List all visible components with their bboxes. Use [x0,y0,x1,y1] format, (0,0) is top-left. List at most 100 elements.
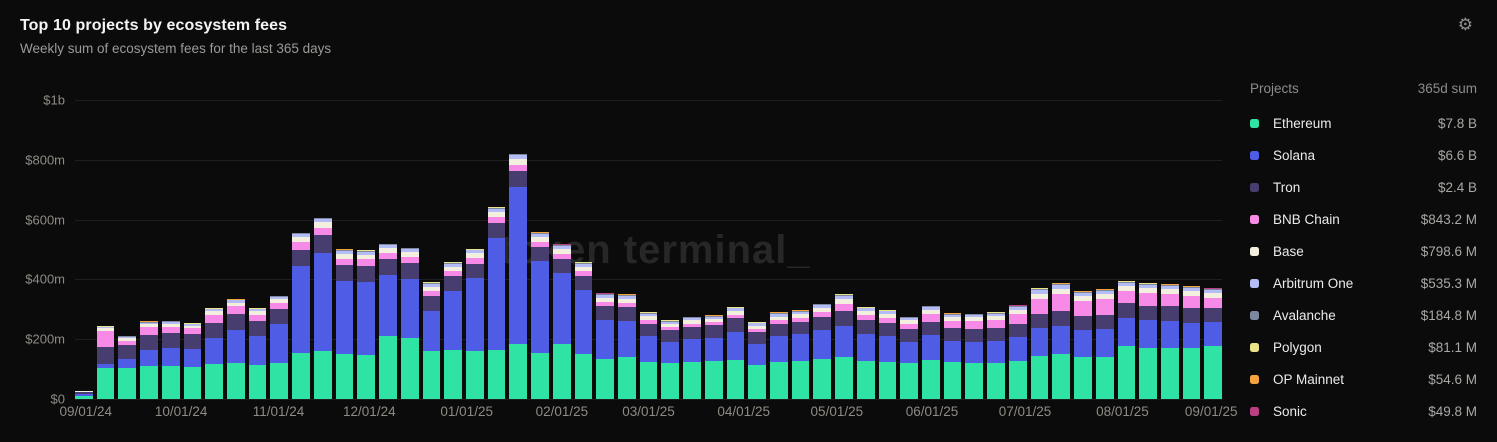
legend-row-sonic[interactable]: Sonic $49.8 M [1250,395,1477,427]
bar-segment-arbitrum-one [313,219,332,223]
bar-week-40[interactable] [922,305,940,399]
bar-segment-avalanche [878,310,897,312]
bar-week-35[interactable] [813,303,832,399]
bar-week-43[interactable] [987,312,1005,399]
bar-week-50[interactable] [1139,283,1157,399]
bar-week-53[interactable] [1204,288,1223,399]
bar-week-14[interactable] [357,250,376,399]
legend-row-arbitrum-one[interactable]: Arbitrum One $535.3 M [1250,267,1477,299]
bar-week-28[interactable] [661,320,680,399]
bar-week-7[interactable] [205,308,224,399]
bar-week-30[interactable] [704,315,723,399]
bar-segment-avalanche [379,244,397,246]
legend-row-bnb-chain[interactable]: BNB Chain $843.2 M [1250,203,1477,235]
bar-week-36[interactable] [835,294,853,399]
legend-row-base[interactable]: Base $798.6 M [1250,235,1477,267]
bar-segment-bnb-chain [1182,296,1201,309]
bar-segment-bnb-chain [531,241,549,248]
bar-week-21[interactable] [509,153,528,399]
bar-week-27[interactable] [639,312,658,399]
bar-segment-arbitrum-one [791,311,810,315]
bar-week-38[interactable] [878,309,897,399]
bar-week-8[interactable] [227,299,245,399]
legend-row-polygon[interactable]: Polygon $81.1 M [1250,331,1477,363]
legend-project-name: Solana [1273,147,1316,163]
bar-segment-bnb-chain [75,391,93,393]
bar-week-52[interactable] [1182,286,1201,399]
bar-week-41[interactable] [943,313,962,399]
bar-week-6[interactable] [183,323,202,399]
bar-week-20[interactable] [487,207,506,399]
bar-segment-base [813,308,832,313]
bar-week-5[interactable] [161,320,180,399]
legend-project-name: OP Mainnet [1273,371,1345,387]
legend-row-solana[interactable]: Solana $6.6 B [1250,139,1477,171]
bar-week-3[interactable] [118,336,137,399]
bar-segment-arbitrum-one [248,309,267,312]
bar-segment-arbitrum-one [835,295,853,299]
bar-week-9[interactable] [248,308,267,399]
legend-row-avalanche[interactable]: Avalanche $184.8 M [1250,299,1477,331]
bar-week-47[interactable] [1074,291,1092,399]
bar-week-10[interactable] [270,295,289,399]
bar-segment-ethereum [1095,356,1114,399]
bar-week-46[interactable] [1052,283,1071,399]
bar-week-45[interactable] [1030,287,1049,399]
bar-week-31[interactable] [726,306,745,399]
bar-week-2[interactable] [96,326,115,399]
bar-segment-tron [791,321,810,335]
bar-week-26[interactable] [617,294,636,399]
bar-week-24[interactable] [574,262,593,399]
bar-week-34[interactable] [791,310,810,399]
bar-week-11[interactable] [292,232,310,399]
legend-row-op-mainnet[interactable]: OP Mainnet $54.6 M [1250,363,1477,395]
bar-segment-avalanche [726,307,745,309]
bar-segment-bnb-chain [509,164,528,172]
bar-week-1[interactable] [75,390,93,399]
bar-week-51[interactable] [1160,284,1179,399]
bar-week-19[interactable] [465,248,484,399]
arbitrum-one-color-swatch-icon [1250,278,1259,288]
bar-week-32[interactable] [748,321,766,399]
bar-segment-ethereum [422,351,441,399]
bar-segment-solana [1139,320,1157,348]
bar-week-39[interactable] [900,316,919,399]
bar-segment-tron [1204,308,1223,322]
legend-project-name: Sonic [1273,403,1307,419]
settings-gear-icon[interactable]: ⚙ [1457,15,1473,34]
bar-week-17[interactable] [422,282,441,399]
bar-week-33[interactable] [770,312,788,399]
bar-segment-solana [1008,337,1027,361]
legend-row-ethereum[interactable]: Ethereum $7.8 B [1250,107,1477,139]
bar-segment-arbitrum-one [617,295,636,299]
bar-segment-solana [552,273,571,344]
bar-segment-tron [1074,315,1092,331]
bar-week-18[interactable] [444,262,462,399]
x-tick-label: 04/01/25 [717,404,770,419]
bar-segment-solana [835,325,853,358]
bar-segment-ethereum [748,364,766,399]
bar-week-49[interactable] [1117,280,1136,399]
legend-row-tron[interactable]: Tron $2.4 B [1250,171,1477,203]
bar-week-44[interactable] [1008,305,1027,399]
bar-segment-arbitrum-one [465,250,484,254]
bar-week-16[interactable] [400,247,419,399]
bar-week-12[interactable] [313,217,332,399]
bar-week-23[interactable] [552,244,571,399]
x-tick-label: 03/01/25 [622,404,675,419]
bar-segment-bnb-chain [227,306,245,314]
bar-week-37[interactable] [856,306,875,399]
bar-week-25[interactable] [596,293,614,399]
legend-365d-sum: $6.6 B [1437,147,1477,163]
bar-week-42[interactable] [965,313,984,399]
bar-week-15[interactable] [379,243,397,399]
bar-week-4[interactable] [140,321,158,399]
bar-week-48[interactable] [1095,289,1114,399]
x-tick-label: 07/01/25 [998,404,1052,419]
bar-week-13[interactable] [335,249,354,399]
bar-segment-arbitrum-one [270,296,289,300]
bar-segment-arbitrum-one [987,313,1005,317]
bar-week-29[interactable] [683,316,701,399]
bar-segment-ethereum [683,361,701,399]
bar-week-22[interactable] [531,232,549,399]
